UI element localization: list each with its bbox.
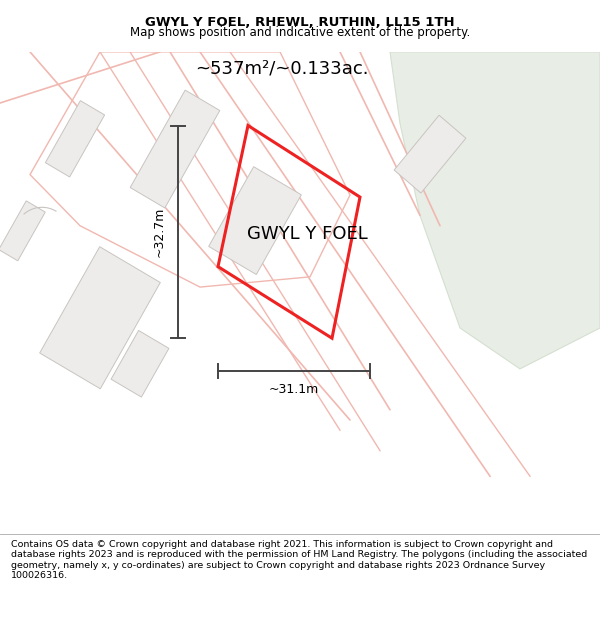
Polygon shape [394, 115, 466, 193]
Polygon shape [46, 101, 104, 177]
Polygon shape [40, 247, 160, 389]
Text: ~537m²/~0.133ac.: ~537m²/~0.133ac. [195, 59, 368, 78]
Text: GWYL Y FOEL, RHEWL, RUTHIN, LL15 1TH: GWYL Y FOEL, RHEWL, RUTHIN, LL15 1TH [145, 16, 455, 29]
Polygon shape [111, 331, 169, 397]
Text: ~32.7m: ~32.7m [153, 207, 166, 257]
Polygon shape [130, 90, 220, 208]
Polygon shape [209, 167, 301, 274]
Text: ~31.1m: ~31.1m [269, 383, 319, 396]
Text: Map shows position and indicative extent of the property.: Map shows position and indicative extent… [130, 26, 470, 39]
Polygon shape [390, 52, 600, 369]
Polygon shape [0, 201, 45, 261]
Text: GWYL Y FOEL: GWYL Y FOEL [247, 225, 367, 243]
Text: Contains OS data © Crown copyright and database right 2021. This information is : Contains OS data © Crown copyright and d… [11, 540, 587, 580]
